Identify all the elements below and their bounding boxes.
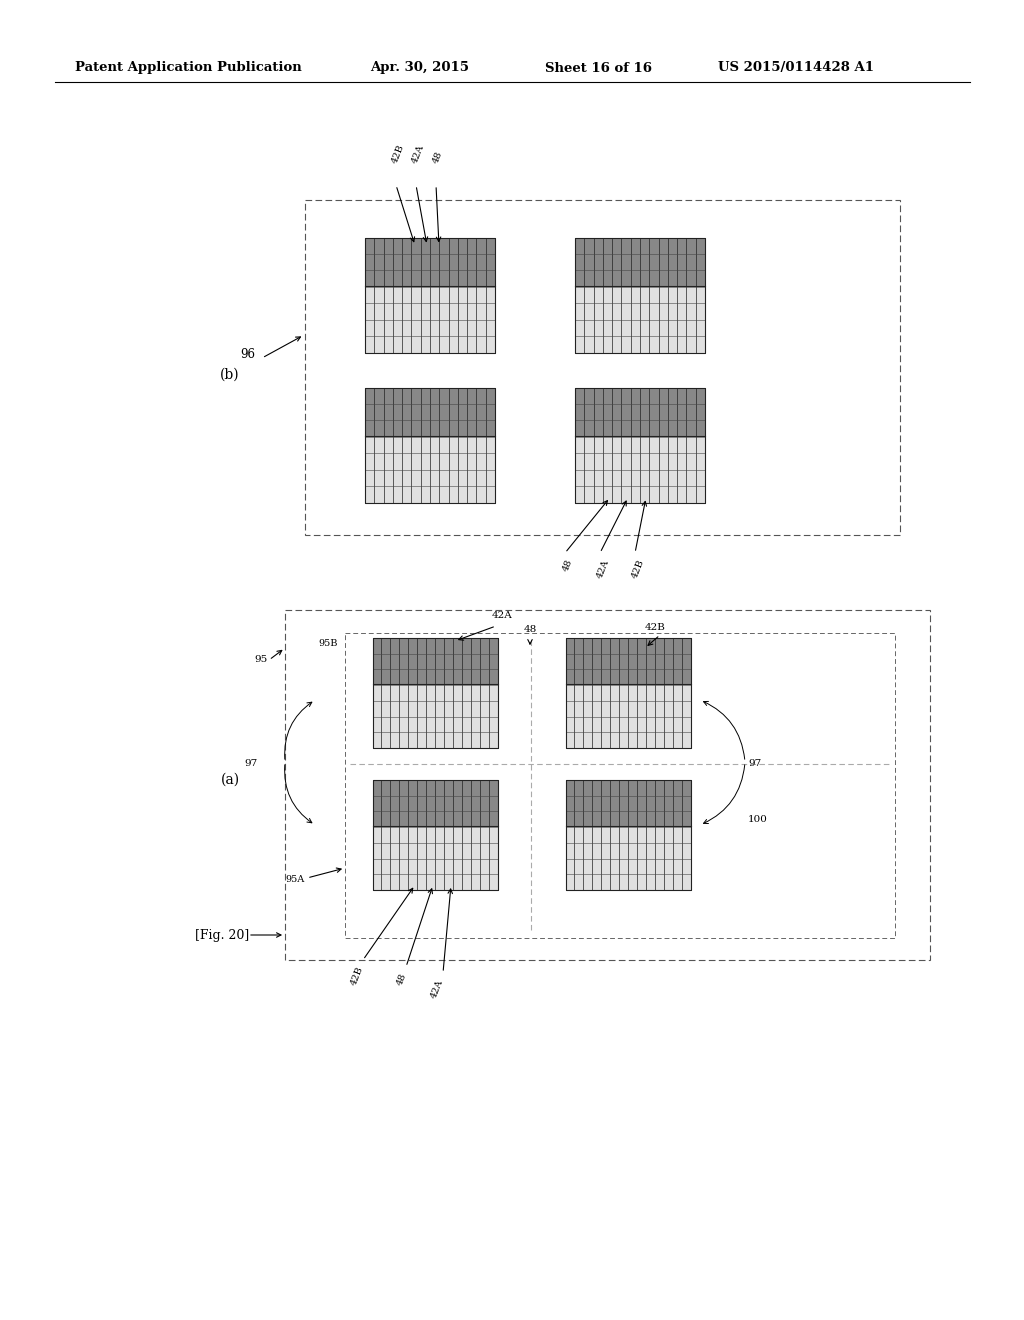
Bar (575, 238, 705, 286)
Bar (575, 238, 705, 352)
Text: Patent Application Publication: Patent Application Publication (75, 62, 302, 74)
Bar (565, 638, 690, 748)
Text: 48: 48 (431, 150, 444, 165)
Bar (365, 238, 495, 352)
Text: 42B: 42B (349, 965, 365, 986)
Text: 42A: 42A (492, 610, 512, 619)
Text: 97: 97 (748, 759, 761, 768)
Text: 42B: 42B (630, 558, 646, 579)
Bar (575, 388, 705, 503)
Bar (565, 638, 690, 748)
Text: 42A: 42A (411, 144, 426, 165)
Bar (575, 388, 705, 503)
Bar (565, 638, 690, 684)
Bar (365, 238, 495, 286)
Bar (565, 780, 690, 890)
Bar (365, 388, 495, 503)
Text: 97: 97 (245, 759, 258, 768)
Bar (565, 780, 690, 826)
Bar (345, 634, 895, 939)
Text: 48: 48 (561, 558, 574, 573)
Text: 42A: 42A (595, 558, 611, 579)
Text: 95B: 95B (318, 639, 338, 648)
Bar (373, 780, 498, 890)
Text: 48: 48 (523, 626, 537, 635)
Text: 42A: 42A (429, 978, 445, 999)
Bar (373, 638, 498, 748)
Text: 48: 48 (395, 972, 408, 987)
Bar (365, 238, 495, 352)
Text: (a): (a) (220, 774, 240, 787)
Bar (575, 238, 705, 352)
Bar (365, 388, 495, 436)
Text: 96: 96 (241, 348, 256, 362)
Bar (373, 780, 498, 826)
Text: 42B: 42B (390, 144, 406, 165)
Text: Sheet 16 of 16: Sheet 16 of 16 (545, 62, 652, 74)
Bar (373, 638, 498, 748)
Text: 95: 95 (255, 656, 268, 664)
Text: Apr. 30, 2015: Apr. 30, 2015 (370, 62, 469, 74)
Bar (575, 388, 705, 436)
Bar (285, 610, 930, 960)
Text: (b): (b) (220, 368, 240, 381)
Text: 95A: 95A (286, 875, 305, 884)
Bar (373, 638, 498, 684)
Text: 42B: 42B (645, 623, 666, 632)
Bar (365, 388, 495, 503)
Bar (373, 780, 498, 890)
Text: [Fig. 20]: [Fig. 20] (195, 928, 249, 941)
Bar (305, 201, 900, 535)
Text: 100: 100 (748, 816, 768, 825)
Text: US 2015/0114428 A1: US 2015/0114428 A1 (718, 62, 874, 74)
Bar (565, 780, 690, 890)
